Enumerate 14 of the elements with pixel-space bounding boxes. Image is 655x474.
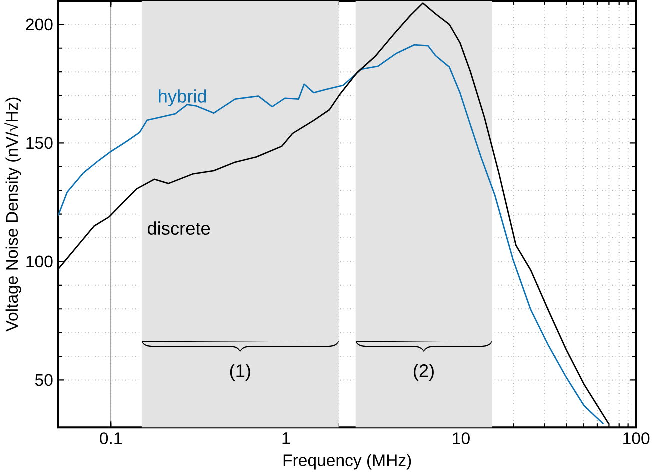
x-axis-title: Frequency (MHz): [284, 454, 412, 470]
x-tick-label: 100: [624, 432, 650, 444]
series-label: hybrid: [159, 89, 206, 106]
y-tick-label: 150: [26, 137, 53, 149]
x-tick-label: 10: [453, 432, 470, 444]
band-label: (2): [414, 364, 434, 381]
series-label: discrete: [148, 221, 210, 235]
x-tick-label: 0.1: [100, 432, 122, 444]
y-axis-title: Voltage Noise Density (nV/√Hz): [4, 98, 22, 332]
band-label: (1): [230, 364, 250, 381]
y-tick-label: 200: [26, 18, 53, 30]
x-tick-label: 1: [282, 432, 290, 444]
y-tick-label: 50: [35, 374, 53, 386]
y-tick-label: 100: [26, 256, 53, 268]
